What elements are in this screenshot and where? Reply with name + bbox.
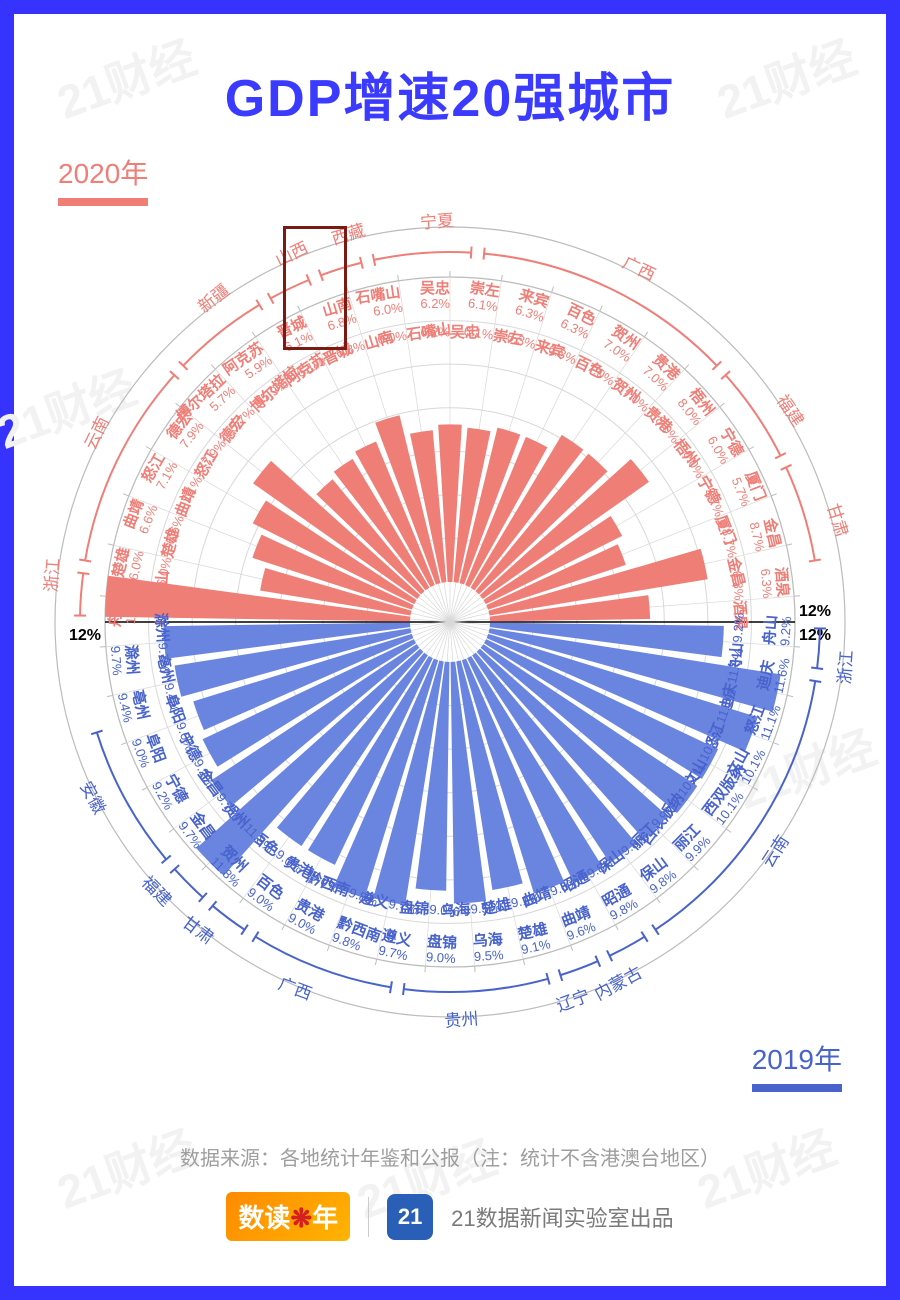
svg-text:12%: 12% (69, 627, 101, 644)
svg-text:9.0%: 9.0% (426, 949, 457, 966)
svg-text:云南: 云南 (81, 414, 113, 453)
year-label-2020: 2020年 (58, 152, 148, 206)
svg-text:9.0%: 9.0% (429, 902, 460, 919)
svg-text:6.2%: 6.2% (420, 324, 450, 339)
svg-text:6.3%: 6.3% (730, 570, 747, 601)
svg-text:9.5%: 9.5% (473, 947, 504, 964)
svg-text:贵州: 贵州 (444, 1009, 479, 1030)
svg-text:宁夏: 宁夏 (419, 212, 454, 233)
page-title: GDP增速20强城市 (14, 56, 886, 131)
logo-21: 21 (387, 1194, 433, 1240)
svg-text:甘肃: 甘肃 (823, 501, 851, 539)
year-label-2019: 2019年 (752, 1038, 842, 1092)
svg-text:9.7%: 9.7% (108, 645, 125, 676)
svg-text:西藏: 西藏 (329, 221, 367, 249)
svg-text:12%: 12% (123, 597, 140, 625)
year-text: 2019年 (752, 1044, 842, 1075)
svg-text:8.7%: 8.7% (719, 527, 740, 560)
svg-text:6.3%: 6.3% (758, 568, 775, 599)
svg-text:山西: 山西 (272, 238, 311, 270)
svg-text:滁州: 滁州 (152, 612, 172, 643)
svg-text:9.7%: 9.7% (155, 642, 172, 673)
logo-text: 21数据新闻实验室出品 (451, 1201, 673, 1233)
svg-text:9.2%: 9.2% (777, 615, 794, 646)
year-text: 2020年 (58, 158, 148, 189)
svg-text:12%: 12% (799, 603, 831, 620)
svg-text:12%: 12% (799, 627, 831, 644)
svg-text:甘肃: 甘肃 (179, 913, 218, 949)
svg-text:安徽: 安徽 (76, 778, 109, 817)
svg-text:浙江: 浙江 (42, 557, 63, 592)
svg-text:新疆: 新疆 (195, 281, 233, 317)
svg-text:福建: 福建 (138, 873, 175, 910)
svg-text:6.2%: 6.2% (420, 296, 450, 311)
footer-logos: 数读❋年 21 21数据新闻实验室出品 (14, 1192, 886, 1241)
svg-text:9.1%: 9.1% (510, 890, 543, 911)
logo-shudu: 数读❋年 (226, 1192, 350, 1241)
logo-divider (368, 1197, 369, 1237)
polar-chart: 5%12%12%12%舟山 12%楚雄 6.0%曲靖 6.6%怒江 7.1%德宏… (40, 212, 860, 1032)
svg-text:辽宁: 辽宁 (554, 986, 592, 1016)
svg-text:云南: 云南 (758, 832, 792, 871)
svg-text:6.0%: 6.0% (153, 555, 174, 588)
svg-text:6.0%: 6.0% (376, 328, 408, 347)
svg-text:福建: 福建 (773, 391, 808, 430)
svg-text:广西: 广西 (276, 974, 314, 1004)
svg-text:9.2%: 9.2% (730, 612, 747, 643)
year-underline-bottom (752, 1084, 842, 1092)
svg-text:吴忠: 吴忠 (420, 279, 450, 297)
svg-text:6.1%: 6.1% (467, 295, 499, 314)
svg-text:内蒙古: 内蒙古 (591, 963, 645, 1004)
svg-text:6.0%: 6.0% (372, 300, 404, 319)
svg-text:6.6%: 6.6% (162, 513, 187, 546)
svg-text:9.5%: 9.5% (470, 900, 501, 917)
svg-text:广西: 广西 (619, 253, 658, 285)
year-underline-top (58, 198, 148, 206)
svg-text:浙江: 浙江 (835, 650, 856, 685)
source-line: 数据来源：各地统计年鉴和公报（注：统计不含港澳台地区） (14, 1142, 886, 1171)
